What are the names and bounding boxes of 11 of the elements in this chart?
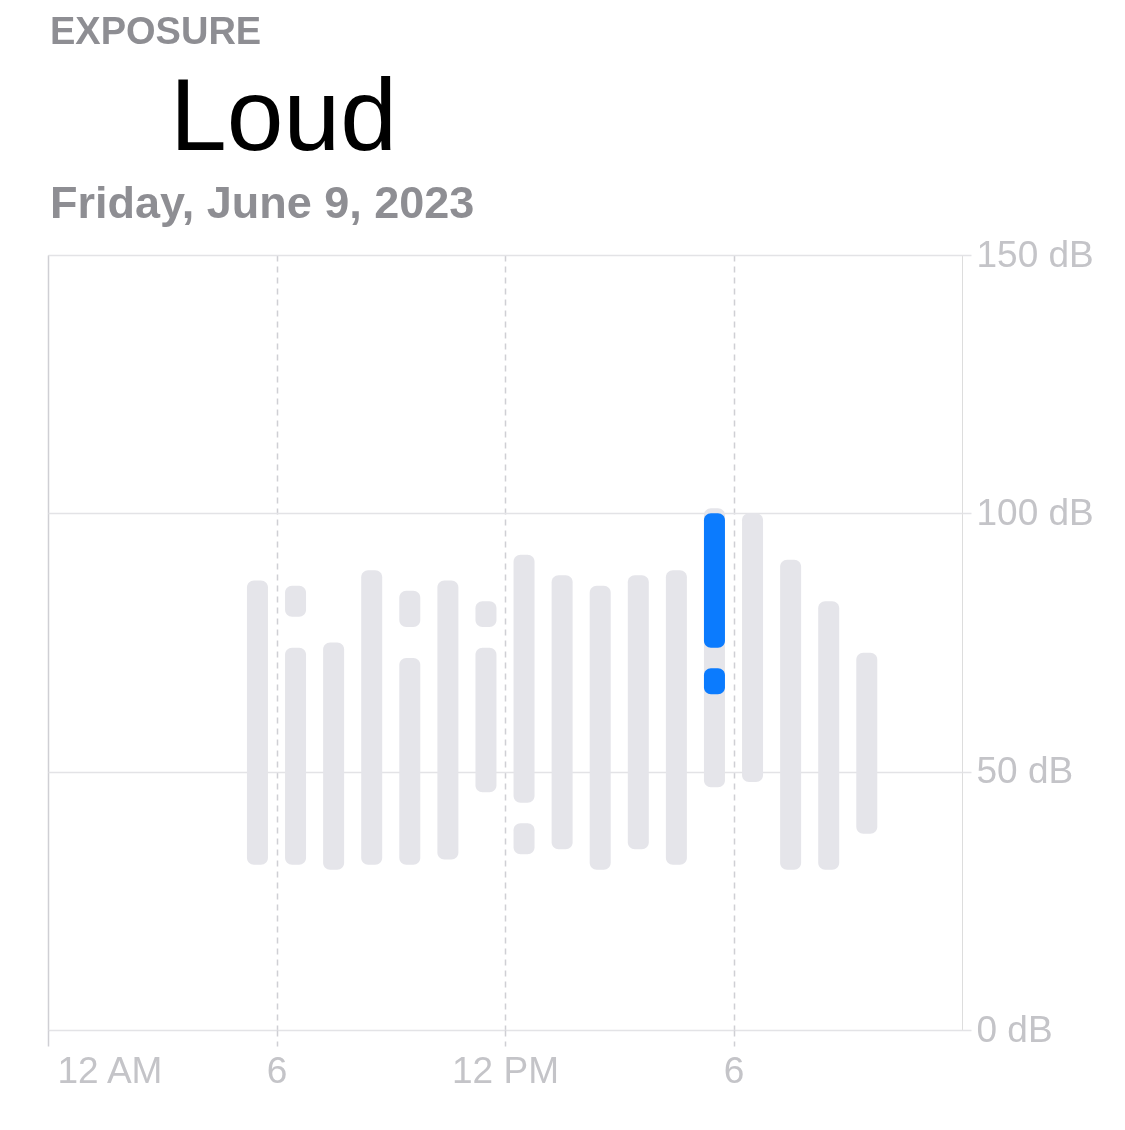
chart-title: Loud bbox=[170, 58, 397, 172]
x-tick-label: 6 bbox=[723, 1049, 745, 1091]
x-tick-label: 6 bbox=[266, 1049, 288, 1091]
x-tick-label: 12 PM bbox=[452, 1049, 559, 1091]
chart-subtitle: Friday, June 9, 2023 bbox=[50, 177, 475, 228]
y-tick-label: 50 dB bbox=[976, 750, 1074, 792]
y-tick-label: 150 dB bbox=[976, 233, 1094, 275]
text: EXPOSURE bbox=[50, 10, 262, 52]
x-tick-label: 12 AM bbox=[57, 1049, 163, 1091]
y-tick-label: 100 dB bbox=[976, 491, 1094, 533]
y-tick-label: 0 dB bbox=[976, 1008, 1053, 1050]
